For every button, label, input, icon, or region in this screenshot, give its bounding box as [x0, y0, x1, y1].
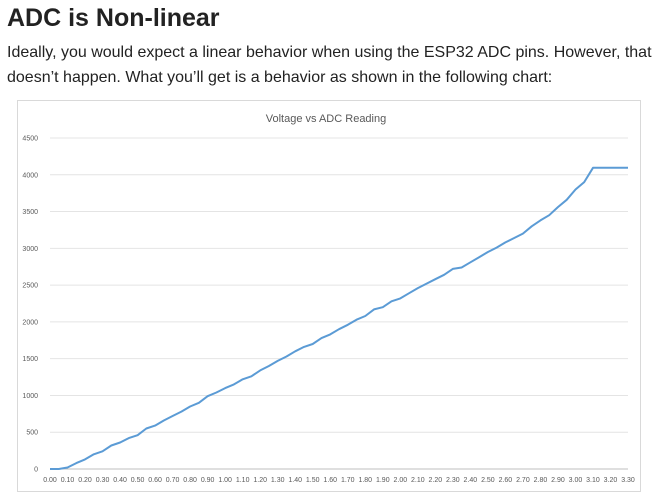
- x-tick-label: 1.00: [218, 477, 232, 484]
- x-tick-label: 3.10: [586, 477, 600, 484]
- x-tick-label: 2.60: [499, 477, 513, 484]
- x-tick-label: 2.40: [464, 477, 478, 484]
- x-tick-label: 1.80: [358, 477, 372, 484]
- x-tick-label: 2.90: [551, 477, 565, 484]
- y-tick-label: 4000: [22, 172, 38, 179]
- y-tick-label: 1500: [22, 356, 38, 363]
- x-tick-label: 0.70: [166, 477, 180, 484]
- chart-svg: Voltage vs ADC Reading 0 500 1000 1500 2000 2…: [17, 100, 641, 492]
- x-axis-ticks: 0.00 0.10 0.20 0.30 0.40 0.50 0.60 0.70 0.80 0.90…: [43, 477, 635, 484]
- x-tick-label: 1.50: [306, 477, 320, 484]
- chart-border: [17, 100, 641, 492]
- x-tick-label: 0.50: [131, 477, 145, 484]
- y-tick-label: 2500: [22, 283, 38, 290]
- x-tick-label: 1.60: [323, 477, 337, 484]
- x-tick-label: 0.60: [148, 477, 162, 484]
- x-tick-label: 2.50: [481, 477, 495, 484]
- y-tick-label: 0: [34, 467, 38, 474]
- y-tick-label: 4500: [22, 136, 38, 143]
- series-line-0: [50, 166, 628, 470]
- x-tick-label: 3.20: [604, 477, 618, 484]
- x-tick-label: 1.90: [376, 477, 390, 484]
- x-tick-label: 1.10: [236, 477, 250, 484]
- grid-lines: [50, 137, 628, 470]
- y-tick-label: 500: [26, 430, 38, 437]
- x-tick-label: 1.30: [271, 477, 285, 484]
- x-tick-label: 0.10: [61, 477, 75, 484]
- x-tick-label: 1.20: [253, 477, 267, 484]
- y-tick-label: 3000: [22, 246, 38, 253]
- x-tick-label: 0.40: [113, 477, 127, 484]
- x-tick-label: 0.20: [78, 477, 92, 484]
- x-tick-label: 2.20: [429, 477, 443, 484]
- x-tick-label: 2.80: [534, 477, 548, 484]
- y-axis-ticks: 0 500 1000 1500 2000 2500 3000 3500 4000 4500: [22, 136, 38, 474]
- x-tick-label: 2.30: [446, 477, 460, 484]
- x-tick-label: 2.10: [411, 477, 425, 484]
- x-tick-label: 1.40: [288, 477, 302, 484]
- y-tick-label: 2000: [22, 319, 38, 326]
- series-layer: [50, 166, 628, 470]
- y-tick-label: 1000: [22, 393, 38, 400]
- x-tick-label: 0.30: [96, 477, 110, 484]
- x-tick-label: 0.80: [183, 477, 197, 484]
- x-tick-label: 2.70: [516, 477, 530, 484]
- intro-paragraph: Ideally, you would expect a linear behav…: [7, 44, 652, 86]
- x-tick-label: 3.00: [569, 477, 583, 484]
- x-tick-label: 2.00: [393, 477, 407, 484]
- x-tick-label: 3.30: [621, 477, 635, 484]
- x-tick-label: 1.70: [341, 477, 355, 484]
- voltage-adc-chart: Voltage vs ADC Reading 0 500 1000 1500 2000 2…: [17, 100, 641, 492]
- x-tick-label: 0.00: [43, 477, 57, 484]
- y-tick-label: 3500: [22, 209, 38, 216]
- x-tick-label: 0.90: [201, 477, 215, 484]
- chart-title: Voltage vs ADC Reading: [266, 113, 386, 125]
- page-title: ADC is Non-linear: [7, 4, 220, 32]
